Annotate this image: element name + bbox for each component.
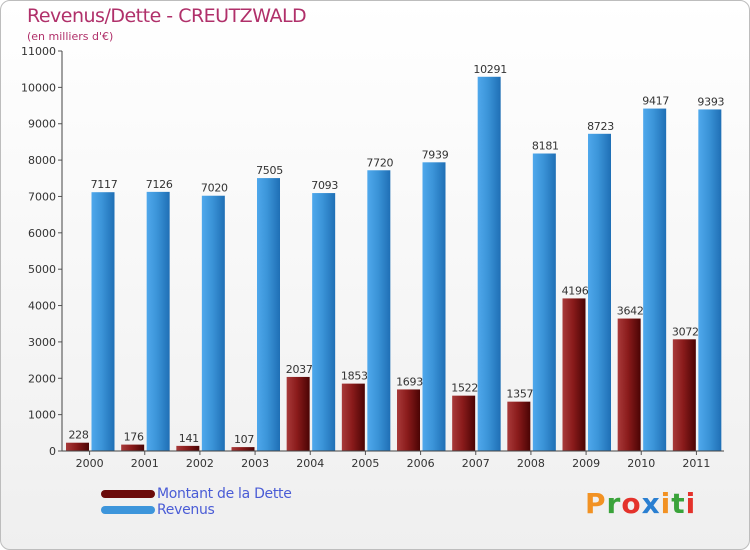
bar-dette <box>397 389 420 451</box>
bar-dette <box>176 445 200 451</box>
bar-revenus <box>91 192 115 451</box>
bar-revenus <box>312 193 336 451</box>
data-label-revenus: 7939 <box>422 148 449 161</box>
x-tick-label: 2001 <box>131 457 159 470</box>
x-tick-label: 2008 <box>517 457 545 470</box>
y-tick-label: 5000 <box>28 263 56 276</box>
x-tick-label: 2007 <box>462 457 490 470</box>
bar-revenus <box>257 178 280 451</box>
data-label-dette: 107 <box>234 433 254 446</box>
data-label-revenus: 8723 <box>587 120 614 133</box>
logo-letter: r <box>606 487 622 520</box>
data-label-revenus: 7505 <box>256 164 283 177</box>
chart-subtitle: (en milliers d'€) <box>27 30 114 43</box>
data-label-dette: 1522 <box>451 382 478 395</box>
bar-dette <box>231 447 255 451</box>
legend-label-revenus: Revenus <box>157 502 215 518</box>
bar-revenus <box>477 76 501 452</box>
data-label-dette: 4196 <box>562 284 589 297</box>
data-label-dette: 228 <box>68 429 88 442</box>
logo-letter: i <box>685 487 697 520</box>
x-tick-label: 2004 <box>296 457 324 470</box>
x-tick-label: 2009 <box>572 457 600 470</box>
x-tick-label: 2002 <box>186 457 214 470</box>
y-tick-label: 6000 <box>28 227 56 240</box>
proxiti-logo: Proxiti <box>585 487 696 520</box>
data-label-revenus: 8181 <box>532 140 559 153</box>
bar-revenus <box>698 109 722 451</box>
x-tick-label: 2011 <box>682 457 710 470</box>
logo-letter: P <box>585 487 607 520</box>
y-tick-label: 2000 <box>28 372 56 385</box>
data-label-dette: 2037 <box>286 363 313 376</box>
logo-letter: t <box>671 487 686 520</box>
bar-dette <box>121 444 145 451</box>
bar-revenus <box>643 108 667 452</box>
bar-dette <box>507 401 531 451</box>
legend-swatch-dette <box>101 490 155 498</box>
y-tick-label: 0 <box>49 445 56 458</box>
bar-dette <box>66 442 89 451</box>
x-tick-label: 2003 <box>241 457 269 470</box>
y-tick-label: 8000 <box>28 154 56 167</box>
bar-dette <box>452 395 476 451</box>
x-tick-label: 2000 <box>76 457 104 470</box>
data-label-revenus: 7093 <box>311 179 338 192</box>
data-label-revenus: 7126 <box>146 178 173 191</box>
bar-revenus <box>201 195 225 451</box>
data-label-revenus: 9393 <box>697 95 724 108</box>
legend-label-dette: Montant de la Dette <box>157 486 292 502</box>
data-label-revenus: 9417 <box>642 95 669 108</box>
logo-letter: x <box>641 487 661 520</box>
data-label-revenus: 7117 <box>91 178 118 191</box>
data-label-dette: 141 <box>179 432 199 445</box>
data-label-dette: 1693 <box>396 375 423 388</box>
x-tick-label: 2010 <box>627 457 655 470</box>
y-tick-label: 3000 <box>28 336 56 349</box>
data-label-revenus: 7020 <box>201 182 228 195</box>
bar-revenus <box>532 153 556 451</box>
y-tick-label: 9000 <box>28 118 56 131</box>
y-tick-label: 10000 <box>21 81 56 94</box>
y-tick-label: 1000 <box>28 409 56 422</box>
bar-dette <box>617 318 641 451</box>
y-tick-label: 7000 <box>28 190 56 203</box>
y-tick-label: 4000 <box>28 300 56 313</box>
bar-dette <box>562 298 586 451</box>
y-tick-label: 11000 <box>21 45 56 58</box>
bar-dette <box>286 376 310 451</box>
logo-letter: o <box>621 487 642 520</box>
data-label-dette: 1357 <box>506 388 533 401</box>
bar-dette <box>672 339 696 451</box>
data-label-dette: 176 <box>124 431 144 444</box>
bar-revenus <box>146 191 170 451</box>
x-tick-label: 2005 <box>351 457 379 470</box>
bar-revenus <box>422 162 446 452</box>
x-tick-label: 2006 <box>407 457 435 470</box>
data-label-revenus: 7720 <box>366 156 393 169</box>
data-label-dette: 3072 <box>672 325 699 338</box>
chart-title: Revenus/Dette - CREUTZWALD <box>27 5 307 27</box>
logo-letter: i <box>660 487 672 520</box>
legend-swatch-revenus <box>101 506 155 514</box>
bar-revenus <box>588 133 611 452</box>
data-label-revenus: 10291 <box>473 63 507 76</box>
bar-dette <box>341 383 365 451</box>
bar-revenus <box>367 170 391 452</box>
data-label-dette: 3642 <box>617 305 644 318</box>
data-label-dette: 1853 <box>341 370 368 383</box>
